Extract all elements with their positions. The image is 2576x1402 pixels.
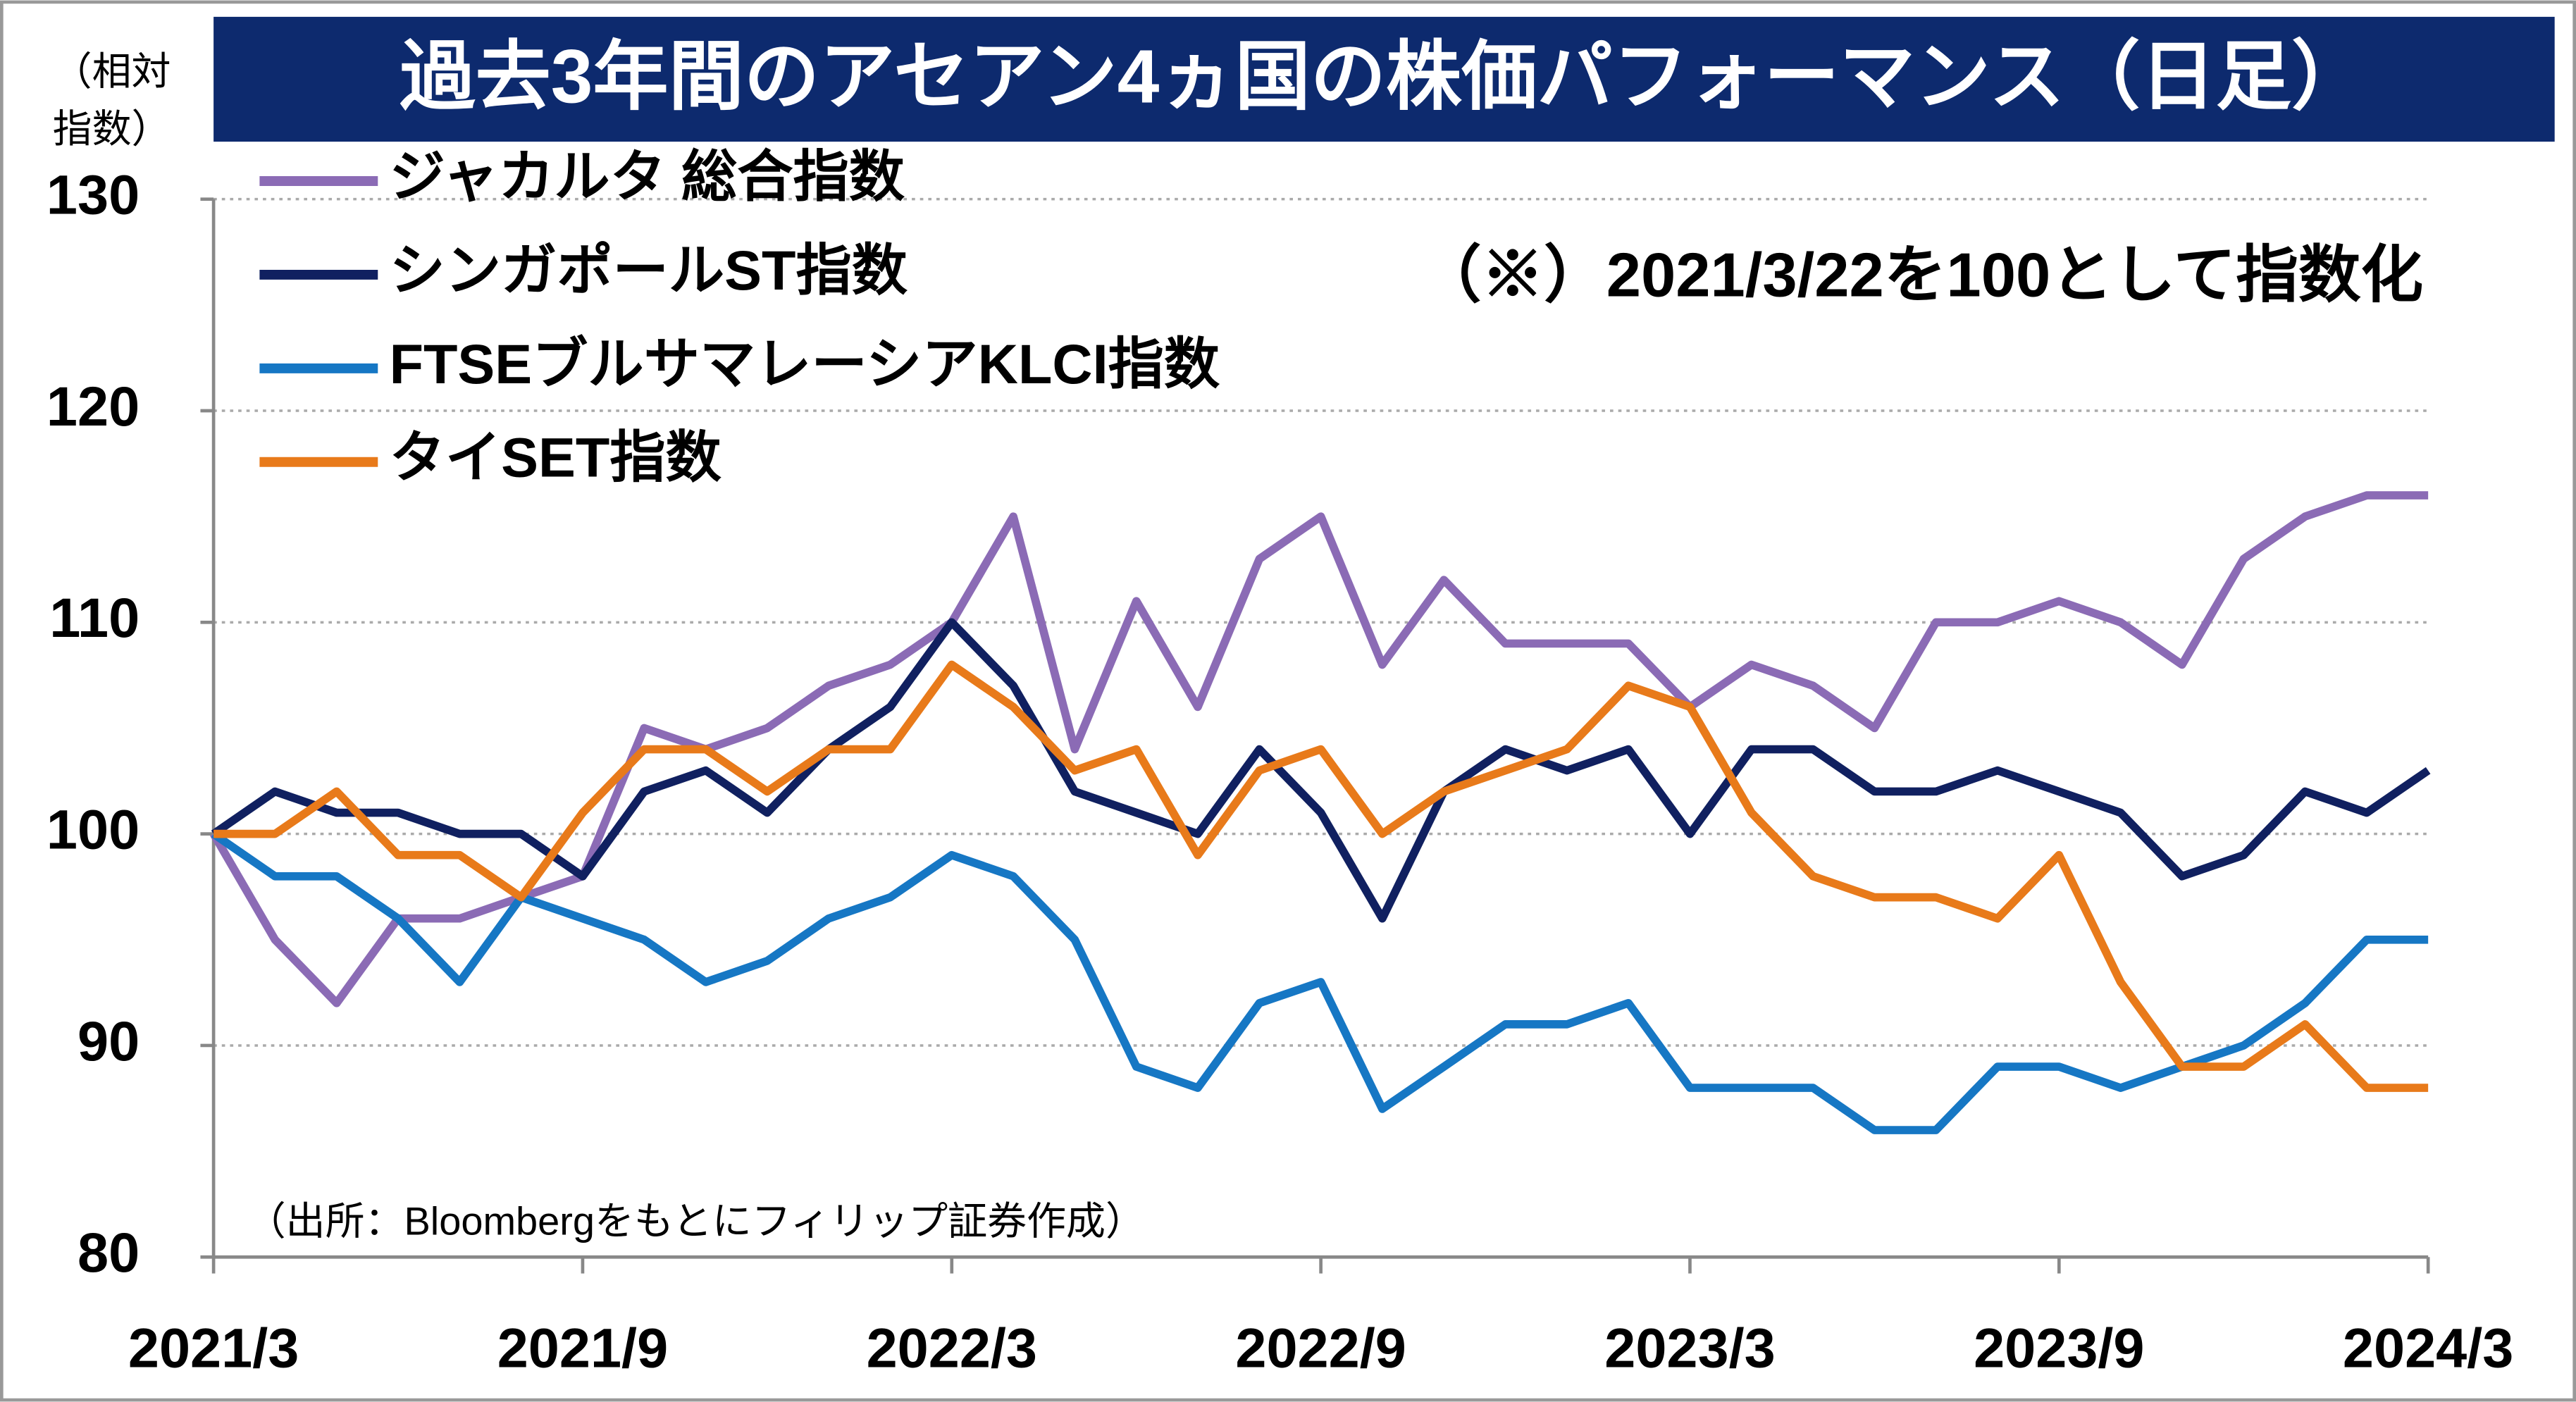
legend-label: シンガポールST指数 bbox=[390, 239, 908, 302]
x-tick-label: 2023/3 bbox=[1604, 1316, 1775, 1379]
x-tick-label: 2021/9 bbox=[497, 1316, 668, 1379]
legend-label: FTSEブルサマレーシアKLCI指数 bbox=[390, 333, 1220, 395]
series-line bbox=[211, 830, 2429, 1134]
y-tick-label: 110 bbox=[49, 586, 140, 649]
x-tick-label: 2023/9 bbox=[1974, 1316, 2144, 1379]
series-line bbox=[211, 618, 2431, 923]
y-tick-label: 90 bbox=[78, 1010, 140, 1072]
y-tick-label: 120 bbox=[47, 375, 140, 438]
chart-title: 過去3年間のアセアン4ヵ国の株価パフォーマンス（日足） bbox=[400, 34, 2367, 118]
y-tick-label: 130 bbox=[47, 163, 140, 226]
x-tick-label: 2021/3 bbox=[128, 1316, 299, 1379]
x-tick-label: 2024/3 bbox=[2343, 1316, 2513, 1379]
note: （※）2021/3/22を100として指数化 bbox=[1419, 240, 2423, 309]
x-tick-label: 2022/3 bbox=[867, 1316, 1037, 1379]
y-tick-label: 100 bbox=[47, 798, 140, 861]
title-box bbox=[213, 16, 2555, 142]
y-axis-label: （相対 bbox=[53, 49, 171, 93]
source: （出所：Bloombergをもとにフィリップ証券作成） bbox=[247, 1198, 1145, 1243]
legend-label: ジャカルタ 総合指数 bbox=[390, 145, 905, 208]
series-line bbox=[213, 660, 2429, 1092]
y-axis-label: 指数） bbox=[53, 106, 171, 151]
x-tick-label: 2022/9 bbox=[1235, 1316, 1406, 1379]
y-tick-label: 80 bbox=[78, 1221, 140, 1284]
legend-label: タイSET指数 bbox=[390, 426, 722, 489]
